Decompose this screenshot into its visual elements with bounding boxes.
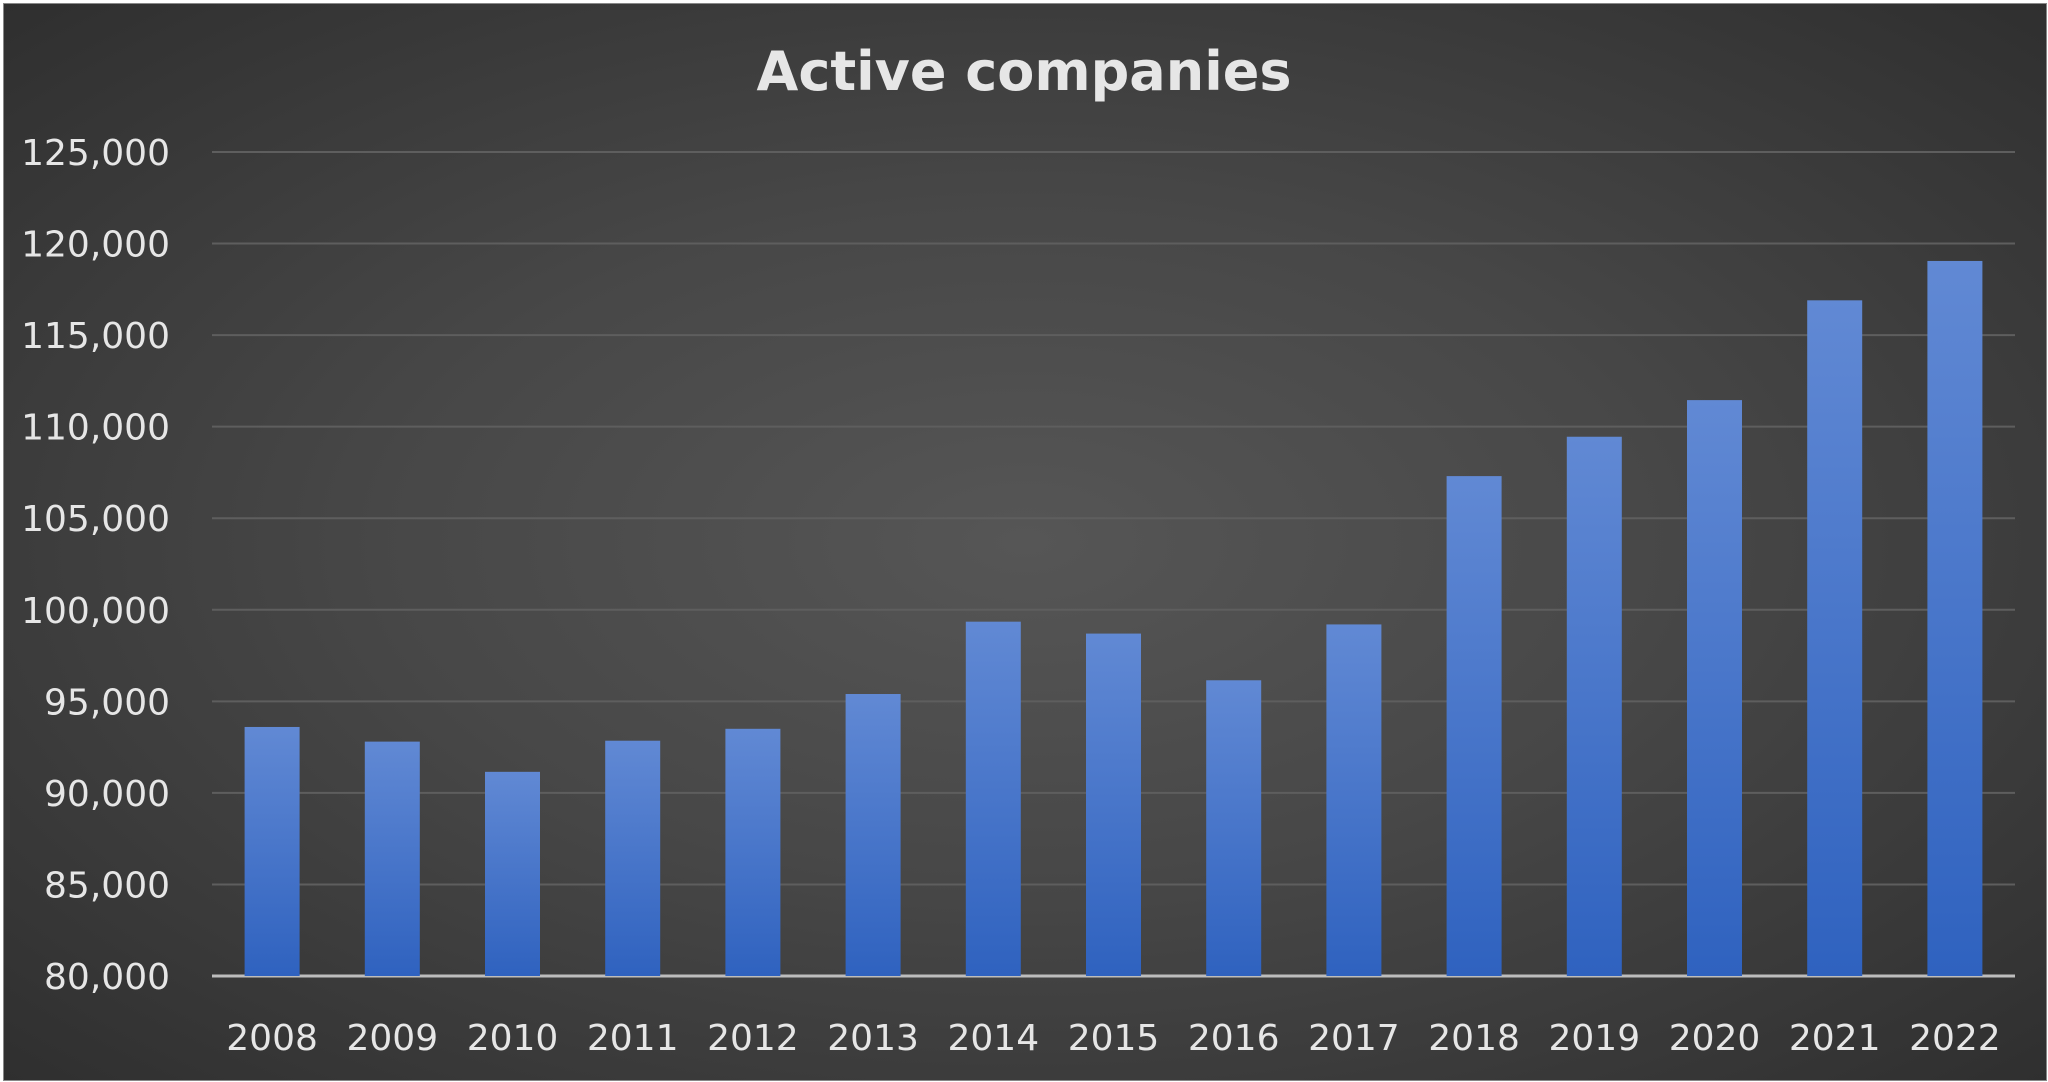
x-tick-label: 2010	[467, 1018, 559, 1059]
y-tick-label: 85,000	[44, 865, 170, 906]
y-tick-label: 125,000	[21, 133, 170, 174]
y-tick-label: 110,000	[21, 408, 170, 449]
x-tick-label: 2009	[346, 1018, 438, 1059]
x-tick-label: 2017	[1308, 1018, 1400, 1059]
y-tick-label: 90,000	[44, 774, 170, 815]
bar-2019	[1566, 436, 1622, 976]
x-tick-label: 2022	[1909, 1018, 2001, 1059]
bar-2021	[1807, 300, 1863, 976]
x-tick-label: 2008	[226, 1018, 318, 1059]
x-tick-label: 2013	[827, 1018, 919, 1059]
bar-2013	[845, 694, 901, 976]
chart-title: Active companies	[757, 40, 1292, 103]
y-tick-label: 95,000	[44, 682, 170, 723]
x-tick-label: 2012	[707, 1018, 799, 1059]
y-tick-label: 100,000	[21, 591, 170, 632]
x-tick-label: 2016	[1188, 1018, 1280, 1059]
x-tick-label: 2015	[1068, 1018, 1160, 1059]
bar-2012	[725, 728, 781, 976]
x-tick-label: 2021	[1789, 1018, 1881, 1059]
x-tick-label: 2011	[587, 1018, 679, 1059]
bar-2018	[1446, 476, 1502, 976]
bar-2011	[605, 740, 661, 976]
x-tick-label: 2020	[1669, 1018, 1761, 1059]
y-tick-label: 120,000	[21, 225, 170, 266]
bar-2015	[1086, 633, 1141, 976]
y-tick-label: 105,000	[21, 499, 170, 540]
bar-2010	[485, 771, 540, 976]
y-tick-label: 80,000	[44, 957, 170, 998]
x-tick-label: 2014	[947, 1018, 1039, 1059]
bar-2014	[965, 621, 1021, 976]
chart-area: Active companies 80,000 85,000 90,000 95,00…	[3, 3, 2047, 1081]
bar-2017	[1326, 624, 1382, 976]
x-tick-label: 2018	[1428, 1018, 1520, 1059]
bar-2008	[244, 726, 300, 976]
x-tick-label: 2019	[1548, 1018, 1640, 1059]
bar-chart: Active companies 80,000 85,000 90,000 95,00…	[21, 40, 2015, 1059]
bar-2020	[1687, 400, 1742, 976]
bar-2022	[1927, 260, 1983, 976]
bar-2009	[364, 741, 420, 976]
bar-2016	[1206, 680, 1262, 976]
y-tick-label: 115,000	[21, 316, 170, 357]
